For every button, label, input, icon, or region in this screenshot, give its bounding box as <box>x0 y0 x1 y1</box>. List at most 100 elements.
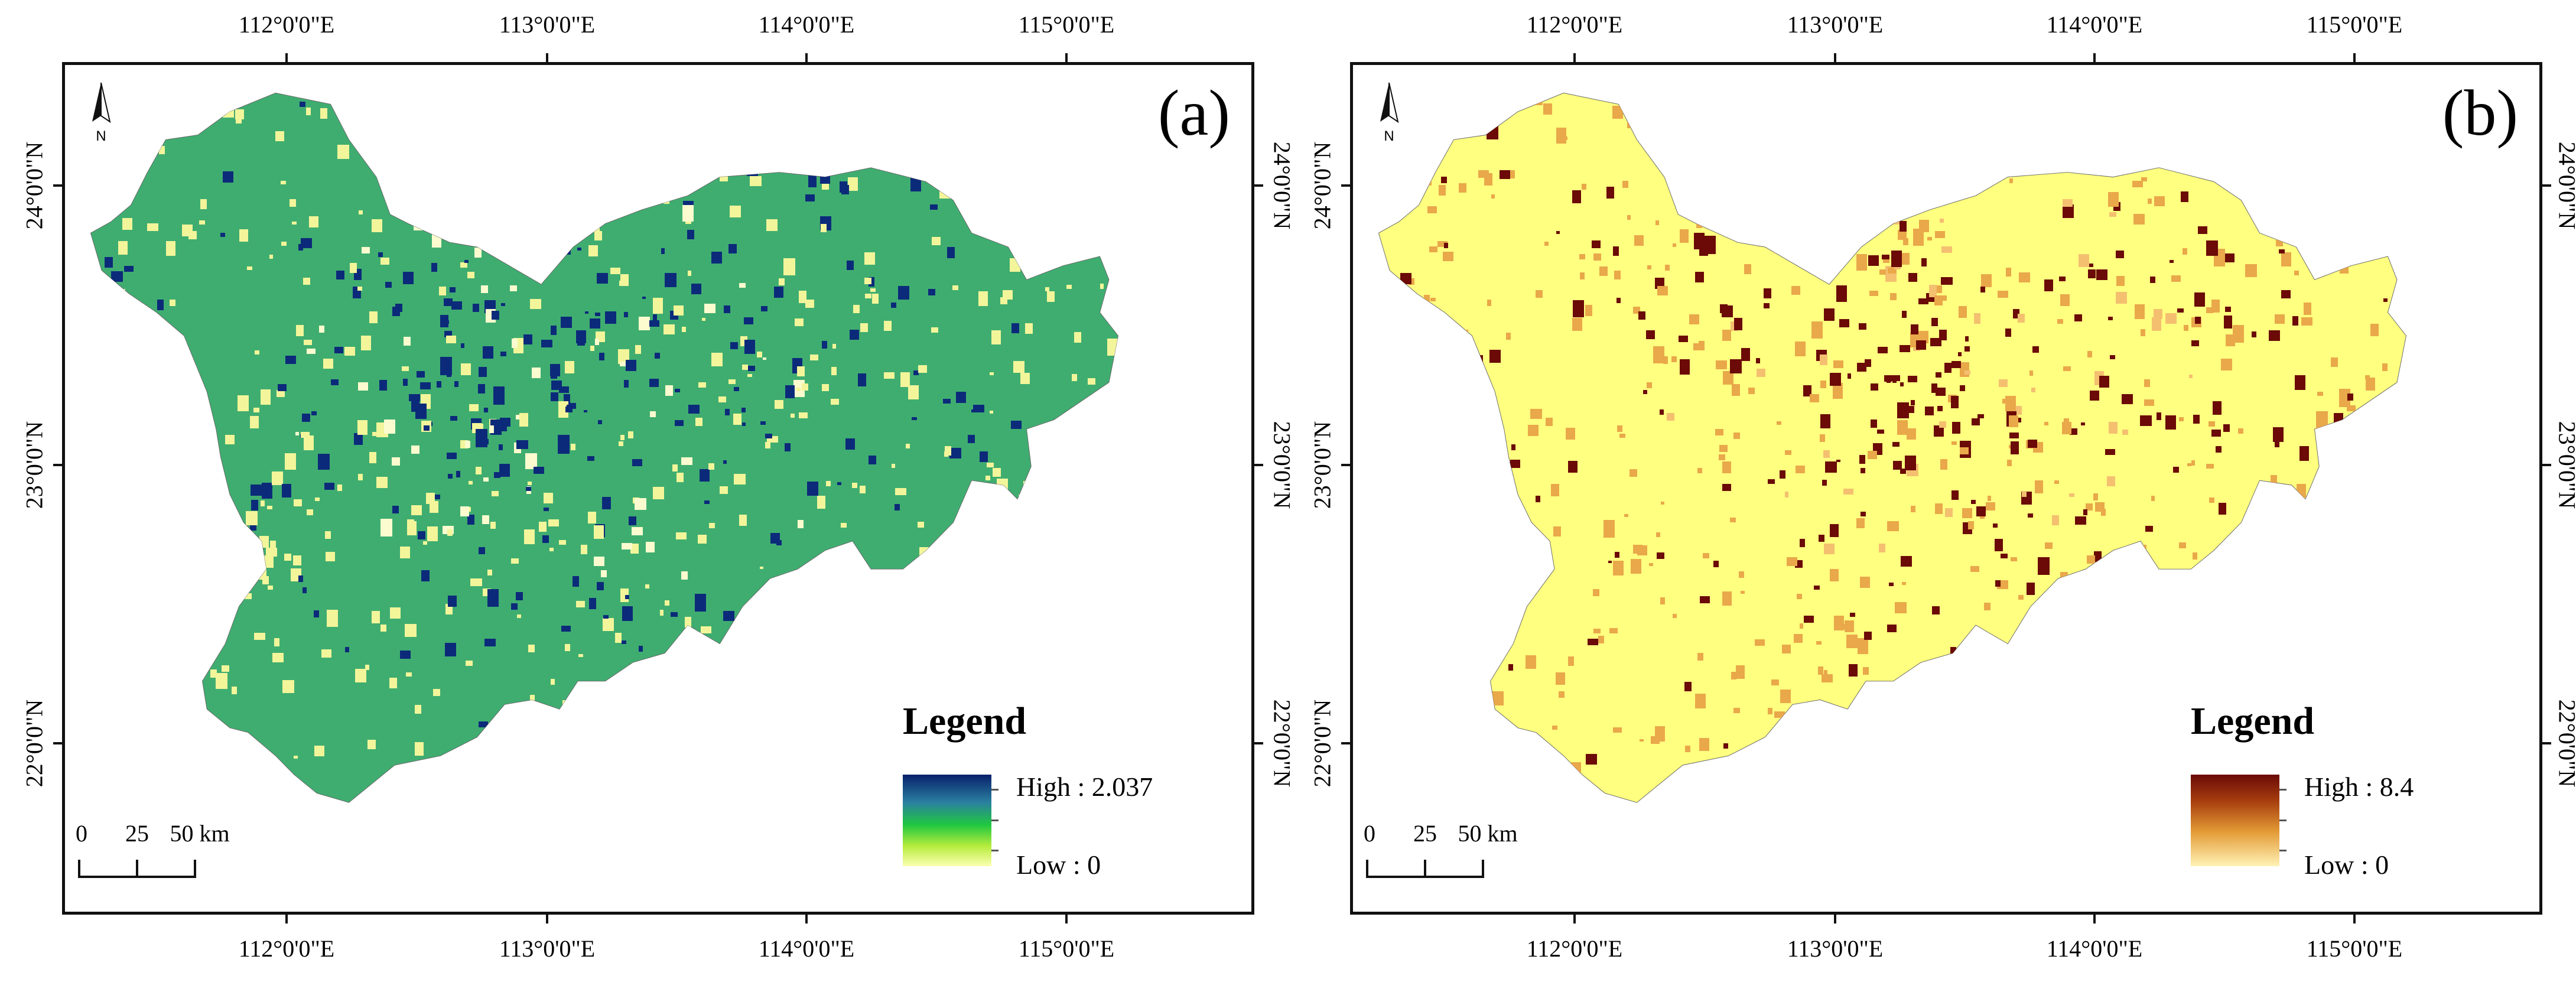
raster-pixel <box>2116 617 2128 630</box>
raster-pixel <box>2170 632 2181 648</box>
raster-pixel <box>1637 545 1647 555</box>
raster-pixel <box>718 396 726 402</box>
raster-pixel <box>1018 519 1030 535</box>
raster-pixel <box>1661 788 1667 795</box>
raster-pixel <box>415 705 421 714</box>
tick <box>546 53 548 62</box>
raster-pixel <box>2087 351 2092 357</box>
raster-pixel <box>1485 393 1494 401</box>
raster-pixel <box>512 339 518 348</box>
raster-pixel <box>1865 359 1871 367</box>
raster-pixel <box>664 187 672 195</box>
raster-pixel <box>238 575 247 581</box>
raster-pixel <box>1932 606 1940 614</box>
raster-pixel <box>1853 181 1858 187</box>
raster-pixel <box>1859 323 1866 330</box>
raster-pixel <box>2144 399 2154 406</box>
raster-pixel <box>1927 237 1932 240</box>
raster-pixel <box>925 689 937 699</box>
raster-pixel <box>2011 441 2019 454</box>
raster-pixel <box>206 534 216 547</box>
raster-pixel <box>1830 373 1841 386</box>
raster-pixel <box>687 230 694 239</box>
raster-pixel <box>1564 811 1570 817</box>
raster-pixel <box>1556 672 1565 685</box>
raster-pixel <box>2009 415 2018 427</box>
raster-pixel <box>1887 625 1897 632</box>
raster-pixel <box>1888 268 1897 274</box>
raster-pixel <box>2180 815 2189 827</box>
raster-pixel <box>559 540 566 545</box>
raster-pixel <box>2087 555 2095 564</box>
scale-bar: 0 25 50 km <box>76 820 230 890</box>
raster-pixel <box>1797 594 1802 599</box>
raster-pixel <box>321 649 331 658</box>
raster-pixel <box>2308 207 2317 213</box>
raster-pixel <box>208 448 214 453</box>
raster-pixel <box>2151 496 2155 501</box>
raster-pixel <box>111 271 123 282</box>
raster-pixel <box>1887 174 1894 182</box>
raster-pixel <box>1679 336 1688 342</box>
raster-pixel <box>451 794 457 798</box>
raster-pixel <box>2057 838 2067 848</box>
raster-pixel <box>672 866 682 873</box>
raster-pixel <box>1572 318 1582 331</box>
raster-pixel <box>2382 363 2388 371</box>
raster-pixel <box>853 305 860 313</box>
raster-pixel <box>281 242 287 246</box>
raster-pixel <box>564 394 570 403</box>
raster-pixel <box>1951 490 1959 500</box>
raster-pixel <box>2132 181 2143 187</box>
map-raster-b <box>1378 92 2406 890</box>
raster-pixel <box>1481 467 1487 474</box>
raster-pixel <box>1911 116 1918 126</box>
raster-pixel <box>90 338 96 350</box>
raster-pixel <box>1995 580 2001 587</box>
raster-pixel <box>1965 336 1969 342</box>
raster-pixel <box>1931 383 1937 393</box>
raster-pixel <box>400 547 410 558</box>
raster-pixel <box>1378 638 1388 647</box>
raster-pixel <box>2109 856 2119 863</box>
raster-pixel <box>470 578 482 586</box>
raster-pixel <box>895 488 906 495</box>
raster-pixel <box>2070 428 2077 435</box>
raster-pixel <box>590 318 600 329</box>
raster-pixel <box>2089 264 2093 267</box>
raster-pixel <box>403 272 414 284</box>
raster-pixel <box>765 434 772 438</box>
raster-pixel <box>481 285 488 293</box>
raster-pixel <box>2365 375 2370 379</box>
raster-pixel <box>1744 264 1751 274</box>
raster-pixel <box>842 767 847 771</box>
raster-pixel <box>2330 432 2337 443</box>
raster-pixel <box>186 483 195 497</box>
raster-pixel <box>2311 118 2315 121</box>
raster-pixel <box>798 520 804 528</box>
raster-pixel <box>1774 711 1785 718</box>
raster-pixel <box>334 347 343 353</box>
raster-pixel <box>551 679 555 685</box>
raster-pixel <box>2211 300 2220 313</box>
tick <box>1254 464 1263 466</box>
raster-pixel <box>479 721 488 727</box>
raster-pixel <box>358 474 363 480</box>
raster-pixel <box>467 515 474 525</box>
raster-pixel <box>1809 877 1821 890</box>
raster-pixel <box>2214 644 2220 651</box>
raster-pixel <box>626 360 636 371</box>
raster-pixel <box>1424 295 1430 303</box>
raster-pixel <box>791 822 801 830</box>
raster-pixel <box>382 822 391 833</box>
raster-pixel <box>1771 679 1779 685</box>
raster-pixel <box>761 306 767 311</box>
raster-pixel <box>500 352 506 356</box>
raster-pixel <box>2213 172 2217 176</box>
raster-pixel <box>990 411 993 414</box>
raster-pixel <box>2295 230 2304 236</box>
raster-pixel <box>2184 325 2188 331</box>
tick <box>546 915 548 924</box>
raster-pixel <box>1936 129 1947 139</box>
raster-pixel <box>1732 384 1740 396</box>
